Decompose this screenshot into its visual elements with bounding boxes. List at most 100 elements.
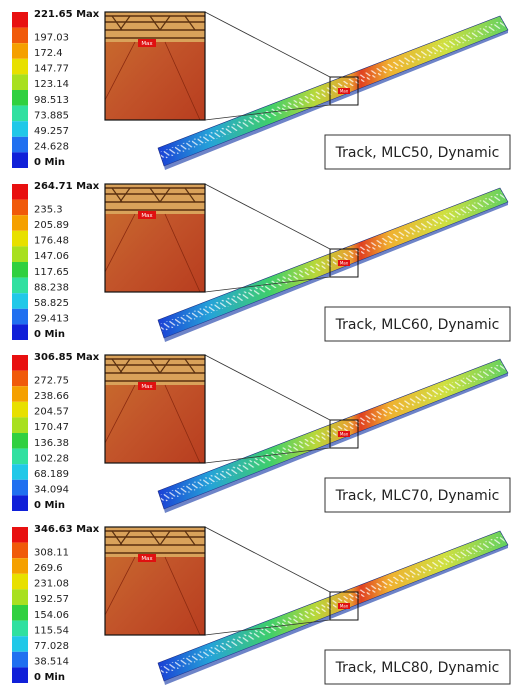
legend-swatch — [12, 589, 28, 605]
legend-swatch — [12, 480, 28, 496]
legend-label: 238.66 — [34, 391, 69, 402]
legend-swatch — [12, 231, 28, 247]
legend-label: 88.238 — [34, 282, 69, 293]
max-tag: Max — [340, 432, 349, 437]
figure: 221.65 Max 197.03 172.4 147.77 123.14 98.513 7… — [0, 0, 516, 688]
legend-swatch — [12, 200, 28, 216]
legend-swatch — [12, 355, 28, 371]
leader-line — [205, 184, 330, 249]
legend-label: 136.38 — [34, 438, 69, 449]
legend-swatch — [12, 558, 28, 574]
legend-swatch — [12, 417, 28, 433]
legend-label: 176.48 — [34, 236, 69, 247]
legend-label: 205.89 — [34, 220, 69, 231]
legend-swatch — [12, 667, 28, 683]
legend-label: 272.75 — [34, 375, 69, 386]
legend-swatch — [12, 152, 28, 168]
legend-swatch — [12, 574, 28, 590]
legend-swatch — [12, 106, 28, 122]
result-panel: 264.71 Max 235.3 205.89 176.48 147.06 117.65 8… — [12, 181, 510, 342]
legend-swatch — [12, 324, 28, 340]
legend-swatch — [12, 90, 28, 106]
leader-line — [205, 12, 330, 77]
legend-swatch — [12, 495, 28, 511]
legend-swatch — [12, 278, 28, 294]
legend-label: 34.094 — [34, 485, 69, 496]
page: 221.65 Max 197.03 172.4 147.77 123.14 98.513 7… — [0, 0, 516, 688]
zoom-max-tag: Max — [141, 213, 153, 219]
legend-swatch — [12, 246, 28, 262]
legend-label: 197.03 — [34, 32, 69, 43]
legend-label: 221.65 Max — [34, 9, 100, 20]
legend-swatch — [12, 449, 28, 465]
caption: Track, MLC70, Dynamic — [335, 488, 500, 504]
result-panel: 306.85 Max 272.75 238.66 204.57 170.47 136.38… — [12, 352, 510, 513]
legend-label: 115.54 — [34, 625, 69, 636]
max-tag: Max — [340, 261, 349, 266]
legend-swatch — [12, 636, 28, 652]
legend-label: 204.57 — [34, 407, 69, 418]
leader-line — [205, 355, 330, 420]
legend-swatch — [12, 12, 28, 28]
legend-swatch — [12, 386, 28, 402]
legend-label: 77.028 — [34, 641, 69, 652]
legend-swatch — [12, 137, 28, 153]
zoom-max-tag: Max — [141, 556, 153, 562]
legend-label: 0 Min — [34, 329, 65, 340]
legend-label: 147.77 — [34, 64, 69, 75]
legend-label: 172.4 — [34, 48, 63, 59]
legend-label: 269.6 — [34, 563, 63, 574]
legend-label: 192.57 — [34, 594, 69, 605]
legend-label: 170.47 — [34, 422, 69, 433]
legend-label: 306.85 Max — [34, 352, 100, 363]
legend-label: 73.885 — [34, 110, 69, 121]
legend-label: 102.28 — [34, 453, 69, 464]
legend-swatch — [12, 184, 28, 200]
zoom-max-tag: Max — [141, 41, 153, 47]
legend-swatch — [12, 543, 28, 559]
legend-label: 147.06 — [34, 251, 69, 262]
legend-label: 29.413 — [34, 314, 69, 325]
legend-label: 308.11 — [34, 547, 69, 558]
zoom-max-tag: Max — [141, 384, 153, 390]
legend-swatch — [12, 121, 28, 137]
legend-label: 0 Min — [34, 157, 65, 168]
legend-swatch — [12, 464, 28, 480]
legend-label: 235.3 — [34, 204, 63, 215]
legend-swatch — [12, 402, 28, 418]
legend-label: 123.14 — [34, 79, 69, 90]
legend-label: 0 Min — [34, 672, 65, 683]
leader-line — [205, 527, 330, 592]
legend-label: 231.08 — [34, 579, 69, 590]
legend-swatch — [12, 433, 28, 449]
result-panel: 221.65 Max 197.03 172.4 147.77 123.14 98.513 7… — [12, 9, 510, 170]
max-tag: Max — [340, 604, 349, 609]
legend-label: 38.514 — [34, 657, 69, 668]
legend-swatch — [12, 621, 28, 637]
caption: Track, MLC80, Dynamic — [335, 660, 500, 676]
legend-swatch — [12, 262, 28, 278]
legend-label: 264.71 Max — [34, 181, 100, 192]
legend-label: 154.06 — [34, 610, 69, 621]
legend-swatch — [12, 527, 28, 543]
legend-label: 68.189 — [34, 469, 69, 480]
legend-label: 0 Min — [34, 500, 65, 511]
legend-label: 49.257 — [34, 126, 69, 137]
legend-label: 24.628 — [34, 142, 69, 153]
legend-swatch — [12, 293, 28, 309]
legend-swatch — [12, 605, 28, 621]
legend-label: 98.513 — [34, 95, 69, 106]
legend-swatch — [12, 309, 28, 325]
legend-swatch — [12, 215, 28, 231]
legend-label: 117.65 — [34, 267, 69, 278]
legend-swatch — [12, 371, 28, 387]
caption: Track, MLC50, Dynamic — [335, 145, 500, 161]
legend-swatch — [12, 43, 28, 59]
legend-label: 58.825 — [34, 298, 69, 309]
legend-swatch — [12, 74, 28, 90]
max-tag: Max — [340, 89, 349, 94]
caption: Track, MLC60, Dynamic — [335, 317, 500, 333]
result-panel: 346.63 Max 308.11 269.6 231.08 192.57 154.06 1… — [12, 524, 510, 685]
legend-swatch — [12, 28, 28, 44]
legend-label: 346.63 Max — [34, 524, 100, 535]
